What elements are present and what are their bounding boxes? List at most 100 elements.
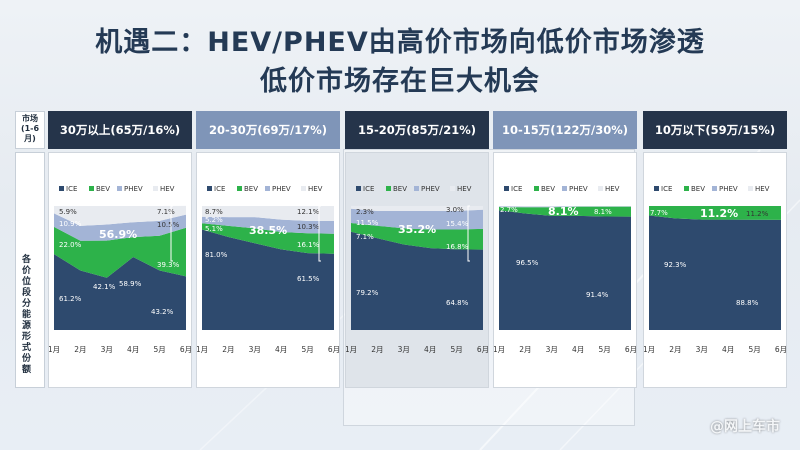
x-tick-label: 2月: [371, 345, 383, 354]
x-tick-label: 1月: [494, 345, 505, 354]
area-series-ice: [202, 229, 334, 330]
callout-total: 11.2%: [700, 207, 738, 220]
legend-swatch-phev: [265, 186, 270, 191]
area-series-hev: [202, 206, 334, 222]
data-label: 5.9%: [59, 208, 77, 216]
area-series-bev: [202, 223, 334, 254]
x-tick-label: 3月: [398, 345, 410, 354]
x-tick-label: 4月: [722, 345, 734, 354]
data-label: 12.1%: [297, 208, 320, 216]
x-tick-label: 4月: [424, 345, 436, 354]
x-tick-label: 1月: [346, 345, 357, 354]
callout-total: 8.1%: [548, 205, 579, 218]
data-label: 58.9%: [119, 280, 142, 288]
data-label: 61.2%: [59, 295, 82, 303]
market-row-header: 市场 (1-6 月): [15, 111, 45, 149]
bracket: [318, 205, 321, 262]
legend-swatch-hev: [748, 186, 753, 191]
callout-total: 38.5%: [249, 224, 287, 237]
legend-label-hev: HEV: [457, 185, 472, 193]
data-label: 11.2%: [746, 210, 769, 218]
x-tick-label: 3月: [101, 345, 113, 354]
area-chart-5: ICE BEV PHEV HEV 1月 2月 3月 4月 5月 6月 7.7% 92.3% 88.8% 1…: [643, 185, 787, 354]
data-label: 22.0%: [59, 241, 82, 249]
legend-label-phev: PHEV: [719, 185, 738, 193]
data-label: 96.5%: [516, 259, 539, 267]
data-label: 79.2%: [356, 289, 379, 297]
legend-label-ice: ICE: [661, 185, 672, 193]
x-tick-label: 5月: [301, 345, 313, 354]
legend-label-phev: PHEV: [124, 185, 143, 193]
legend-swatch-ice: [59, 186, 64, 191]
x-tick-label: 6月: [328, 345, 340, 354]
area-chart-1: ICE BEV PHEV HEV 1月 2月 3月 4月 5月 6月 5.9% 10.9% 22.0% 6…: [48, 185, 192, 354]
data-label: 5.1%: [205, 225, 223, 233]
legend-label-phev: PHEV: [421, 185, 440, 193]
segment-header-3: 15-20万(85万/21%): [345, 111, 489, 149]
legend-swatch-phev: [712, 186, 717, 191]
data-label: 7.1%: [157, 208, 175, 216]
area-series-phev: [202, 216, 334, 234]
callout-total: 35.2%: [398, 223, 436, 236]
page-title: 机遇二：HEV/PHEV由高价市场向低价市场渗透: [95, 27, 705, 58]
data-label: 81.0%: [205, 251, 228, 259]
legend-swatch-hev: [598, 186, 603, 191]
segment-header-5: 10万以下(59万/15%): [643, 111, 787, 149]
watermark: @网上车市: [710, 419, 780, 435]
legend-label-ice: ICE: [66, 185, 77, 193]
data-label: 15.4%: [446, 220, 469, 228]
segment-chart-panel-5: ICE BEV PHEV HEV 1月 2月 3月 4月 5月 6月 7.7% 92.3% 88.8% 1…: [643, 152, 787, 388]
area-series-bev: [499, 206, 631, 217]
legend-swatch-phev: [117, 186, 122, 191]
x-tick-label: 1月: [644, 345, 655, 354]
x-tick-label: 2月: [222, 345, 234, 354]
x-tick-label: 3月: [696, 345, 708, 354]
legend-label-hev: HEV: [308, 185, 323, 193]
legend-label-bev: BEV: [393, 185, 407, 193]
legend-swatch-ice: [356, 186, 361, 191]
segment-header-4: 10-15万(122万/30%): [493, 111, 637, 149]
callout-total: 56.9%: [99, 228, 137, 241]
x-tick-label: 1月: [197, 345, 208, 354]
area-series-bev: [649, 206, 781, 220]
x-tick-label: 5月: [153, 345, 165, 354]
area-series-phev: [351, 208, 483, 230]
bracket: [170, 205, 173, 262]
legend-label-phev: PHEV: [569, 185, 588, 193]
area-series-phev: [499, 206, 631, 208]
x-tick-label: 5月: [748, 345, 760, 354]
data-label: 10.9%: [59, 220, 82, 228]
x-tick-label: 5月: [598, 345, 610, 354]
legend-swatch-bev: [386, 186, 391, 191]
data-label: 8.7%: [205, 208, 223, 216]
x-tick-label: 5月: [450, 345, 462, 354]
area-series-hev: [499, 206, 631, 207]
data-label: 64.8%: [446, 299, 469, 307]
legend-label-ice: ICE: [214, 185, 225, 193]
legend-swatch-ice: [504, 186, 509, 191]
area-series-hev: [351, 205, 483, 211]
legend-swatch-hev: [301, 186, 306, 191]
legend-label-bev: BEV: [244, 185, 258, 193]
legend-label-ice: ICE: [511, 185, 522, 193]
area-series-ice: [351, 231, 483, 330]
area-series-bev: [54, 226, 186, 278]
legend-swatch-bev: [684, 186, 689, 191]
data-label: 2.3%: [356, 208, 374, 216]
data-label: 7.1%: [356, 233, 374, 241]
area-series-ice: [499, 210, 631, 330]
data-label: 91.4%: [586, 291, 609, 299]
x-tick-label: 6月: [775, 345, 787, 354]
legend-label-ice: ICE: [363, 185, 374, 193]
x-tick-label: 4月: [275, 345, 287, 354]
legend-swatch-ice: [207, 186, 212, 191]
legend-swatch-hev: [450, 186, 455, 191]
legend-label-phev: PHEV: [272, 185, 291, 193]
x-tick-label: 6月: [180, 345, 192, 354]
legend-swatch-phev: [562, 186, 567, 191]
data-label: 10.3%: [297, 223, 320, 231]
page-subtitle: 低价市场存在巨大机会: [260, 66, 540, 97]
data-label: 3.0%: [446, 206, 464, 214]
data-label: 16.8%: [446, 243, 469, 251]
x-tick-label: 2月: [74, 345, 86, 354]
